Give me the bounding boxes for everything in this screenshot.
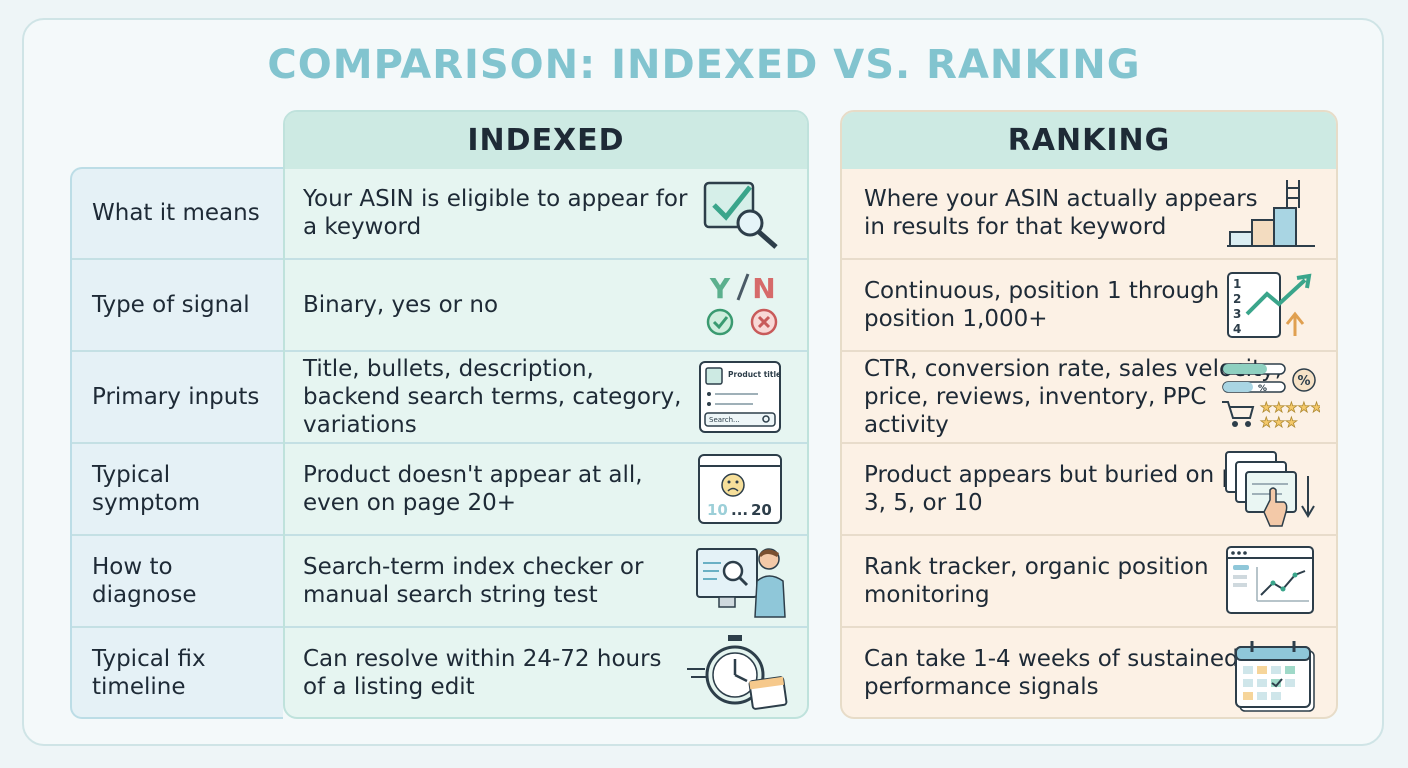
icon-text: N [752,272,775,305]
icon-check-search [703,181,778,249]
icon-monitor-person [696,548,786,618]
icon-empty-results: 10 ... 20 [698,454,782,524]
ranking-text: Continuous, position 1 through position … [864,278,1220,332]
row-label: How to diagnose [92,554,197,608]
icon-text: 2 [1233,292,1241,306]
row-label: Typical symptom [92,462,201,516]
row-separator [842,442,1336,444]
row-separator [285,626,807,628]
indexed-text: Can resolve within 24-72 hours of a list… [303,646,662,700]
row-separator [842,626,1336,628]
row-separator [842,258,1336,260]
row-separator [72,258,283,260]
column-header: RANKING [842,112,1336,169]
icon-buried-pages [1225,451,1315,527]
indexed-text: Search-term index checker or manual sear… [303,554,644,608]
row-separator [285,350,807,352]
indexed-column: INDEXED [283,110,809,719]
ranking-text: Can take 1-4 weeks of sustained performa… [864,646,1239,700]
svg-text:★★★★★: ★★★★★ [1260,400,1320,416]
icon-steps [1227,180,1315,247]
row-separator [72,442,283,444]
icon-ranked-list: 1 2 3 4 [1227,272,1312,338]
icon-text: Y [709,272,731,305]
ranking-text: Rank tracker, organic position monitorin… [864,554,1209,608]
row-separator [285,442,807,444]
icon-stopwatch [687,635,788,710]
icon-text: ... [731,501,748,519]
icon-text: 20 [751,501,772,519]
ranking-text: Where your ASIN actually appears in resu… [864,186,1258,240]
row-label: Typical fix timeline [92,646,206,700]
row-label: What it means [92,200,260,226]
icon-product-card: Product title Search... [699,361,781,433]
svg-text:★★★: ★★★ [1260,415,1298,431]
ranking-text: CTR, conversion rate, sales velocity, pr… [864,356,1283,438]
title: COMPARISON: INDEXED VS. RANKING [267,42,1141,88]
icon-calendar [1235,641,1315,712]
row-separator [72,350,283,352]
indexed-text: Product doesn't appear at all, even on p… [303,462,643,516]
row-separator [842,350,1336,352]
row-separator [72,626,283,628]
row-label: Primary inputs [92,384,260,410]
icon-metrics: % % ★★★★★★★★ [1222,363,1320,431]
indexed-text: Binary, yes or no [303,292,499,318]
icon-text: Search... [709,416,740,424]
ranking-text: Product appears but buried on page 3, 5,… [864,462,1279,516]
row-separator [285,258,807,260]
icon-text: 1 [1233,277,1241,291]
icon-text: 10 [707,501,728,519]
icon-text: 3 [1233,307,1241,321]
row-separator [842,534,1336,536]
icon-text: % [1258,384,1267,394]
row-separator [285,534,807,536]
indexed-text: Title, bullets, description, backend sea… [303,356,682,438]
column-header: INDEXED [285,112,807,169]
icon-text: Product title [728,370,781,379]
ranking-column: RANKING [840,110,1338,719]
row-label: Type of signal [92,292,250,318]
indexed-text: Your ASIN is eligible to appear for a ke… [303,186,688,240]
icon-rank-chart [1226,546,1314,614]
icon-text: 4 [1233,322,1241,336]
row-separator [72,534,283,536]
icon-text: % [1297,374,1310,389]
icon-yes-no: Y N [706,272,778,336]
